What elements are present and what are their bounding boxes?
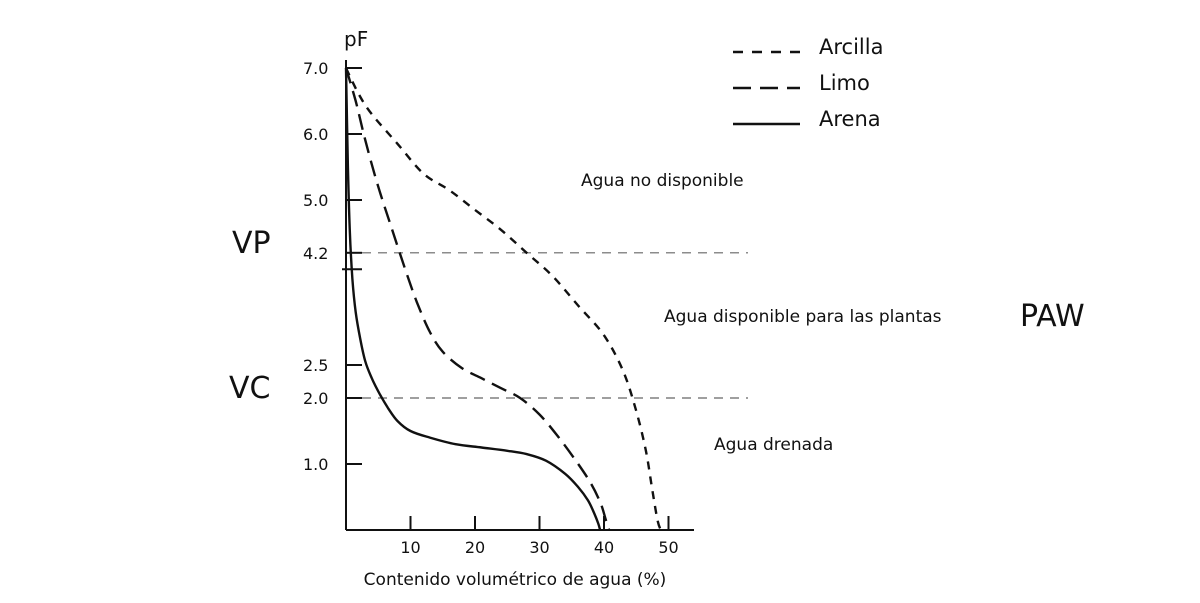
x-tick-label: 30 — [529, 538, 549, 557]
y-ticks: 7.0 6.0 5.0 4.2 2.5 2.0 1.0 — [303, 59, 362, 474]
axes — [345, 60, 694, 531]
x-axis-label: Contenido volumétrico de agua (%) — [364, 570, 667, 590]
series-line-arena — [344, 67, 602, 531]
legend-label-limo: Limo — [819, 71, 870, 95]
legend-label-arena: Arena — [819, 107, 881, 131]
y-tick-label: 2.5 — [303, 356, 328, 375]
region-label-drained: Agua drenada — [714, 435, 833, 455]
y-axis-label: pF — [344, 27, 368, 51]
vc-label: VC — [229, 371, 270, 406]
x-tick-label: 40 — [594, 538, 614, 557]
vp-label: VP — [232, 226, 271, 261]
y-tick-label: 5.0 — [303, 191, 328, 210]
series-line-limo — [344, 67, 611, 531]
series-lines — [344, 67, 662, 531]
x-tick-label: 10 — [400, 538, 420, 557]
y-tick-label: 1.0 — [303, 455, 328, 474]
y-tick-label: 7.0 — [303, 59, 328, 78]
y-tick-label: 6.0 — [303, 125, 328, 144]
region-label-available: Agua disponible para las plantas — [664, 307, 942, 327]
region-label-unavailable: Agua no disponible — [581, 171, 744, 191]
x-tick-label: 20 — [465, 538, 485, 557]
y-tick-label: 4.2 — [303, 244, 328, 263]
series-line-arcilla — [344, 67, 662, 531]
legend: Arcilla Limo Arena — [733, 35, 883, 131]
legend-label-arcilla: Arcilla — [819, 35, 883, 59]
x-tick-label: 50 — [658, 538, 678, 557]
x-ticks: 10 20 30 40 50 — [400, 516, 679, 557]
reference-lines — [346, 252, 748, 399]
y-tick-label: 2.0 — [303, 389, 328, 408]
paw-label: PAW — [1020, 299, 1085, 334]
